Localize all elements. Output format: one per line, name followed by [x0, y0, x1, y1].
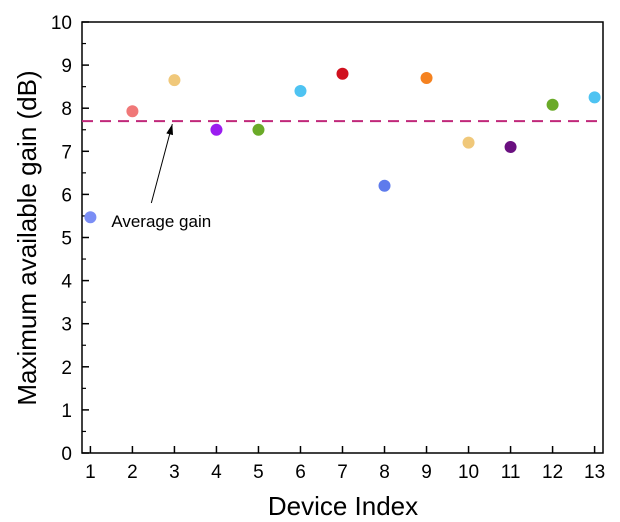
data-point: [84, 211, 97, 224]
x-tick-label: 13: [584, 462, 605, 483]
x-tick-label: 2: [127, 462, 138, 483]
x-tick-label: 11: [501, 462, 521, 483]
data-point: [588, 91, 601, 104]
y-tick-label: 4: [61, 272, 72, 293]
data-point: [504, 140, 517, 153]
data-point: [420, 72, 433, 85]
y-tick-label: 5: [61, 229, 72, 250]
data-point: [546, 98, 559, 111]
plot-frame: [81, 21, 604, 454]
y-axis-title: Maximum available gain (dB): [12, 70, 42, 405]
x-tick-label: 10: [458, 462, 479, 483]
y-tick-label: 7: [61, 142, 72, 163]
x-tick-label: 3: [169, 462, 180, 483]
x-tick-label: 9: [421, 462, 432, 483]
data-point: [378, 179, 391, 192]
annotation-label: Average gain: [111, 212, 211, 231]
x-tick-label: 8: [379, 462, 390, 483]
annotation-arrow-head: [166, 124, 173, 136]
data-point: [336, 67, 349, 80]
y-tick-label: 1: [61, 401, 72, 422]
x-tick-label: 6: [295, 462, 306, 483]
x-tick-label: 7: [337, 462, 348, 483]
y-tick-label: 8: [61, 99, 72, 120]
y-tick-label: 10: [51, 13, 72, 34]
data-point: [126, 105, 139, 118]
y-tick-label: 2: [61, 358, 72, 379]
data-point: [168, 74, 181, 87]
x-axis-title: Device Index: [268, 491, 418, 521]
data-point: [462, 136, 475, 149]
y-tick-label: 6: [61, 185, 72, 206]
y-tick-label: 0: [61, 444, 72, 465]
x-tick-label: 1: [85, 462, 96, 483]
x-tick-label: 12: [542, 462, 563, 483]
data-point: [210, 123, 223, 136]
data-point: [252, 123, 265, 136]
data-point: [294, 84, 307, 97]
x-tick-label: 4: [211, 462, 222, 483]
x-tick-label: 5: [253, 462, 264, 483]
y-tick-label: 3: [61, 315, 72, 336]
annotation-arrow-line: [150, 124, 173, 204]
y-tick-label: 9: [61, 56, 72, 77]
